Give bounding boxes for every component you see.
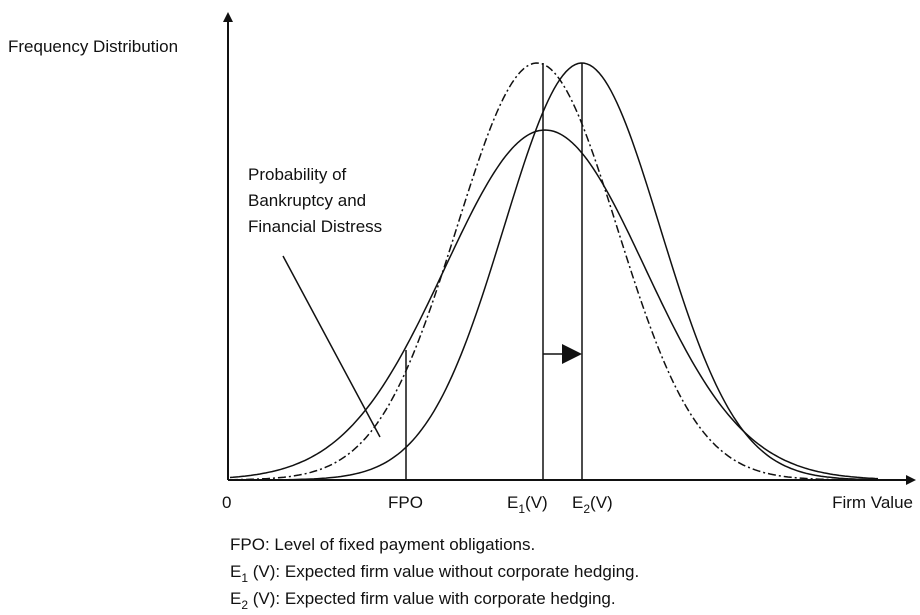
y-axis-label: Frequency Distribution: [8, 37, 178, 56]
marker-label: E2(V): [572, 493, 613, 516]
origin-label: 0: [222, 493, 231, 512]
pointer-line: [282, 255, 381, 438]
marker-label: FPO: [388, 493, 423, 512]
unhedged-curve: [229, 129, 879, 480]
note: E2 (V): Expected firm value with corpora…: [230, 589, 616, 612]
shift-arrowhead: [562, 344, 582, 364]
annotation: Bankruptcy and: [248, 191, 366, 210]
annotation: Financial Distress: [248, 217, 382, 236]
annotation: Probability of: [248, 165, 347, 184]
note: FPO: Level of fixed payment obligations.: [230, 535, 535, 554]
hedged-curve: [230, 62, 879, 481]
marker-label: E1(V): [507, 493, 548, 516]
x-axis-label: Firm Value: [832, 493, 913, 512]
reference-curve: [230, 62, 879, 481]
note: E1 (V): Expected firm value without corp…: [230, 562, 639, 585]
